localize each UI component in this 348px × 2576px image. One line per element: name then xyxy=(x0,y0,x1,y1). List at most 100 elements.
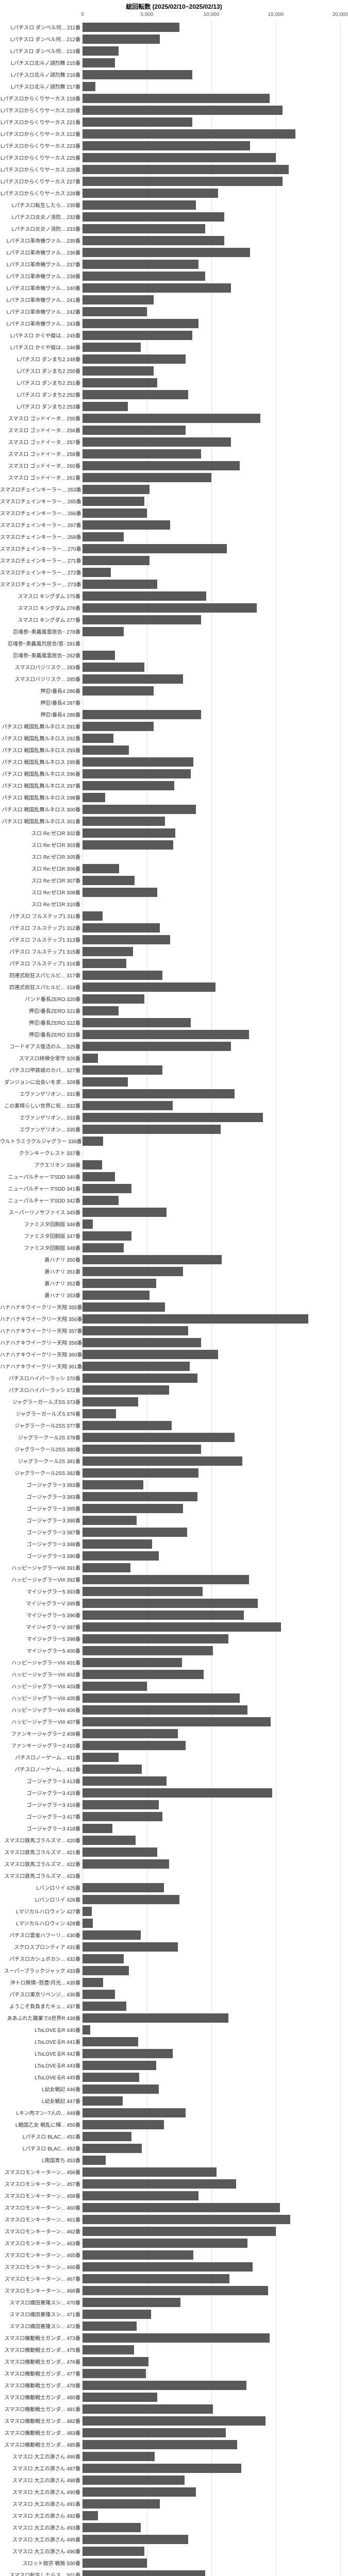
bar xyxy=(82,710,201,719)
bar xyxy=(82,1468,198,1478)
bar xyxy=(82,2381,246,2390)
row-label: 押忍!番長4 288番 xyxy=(0,710,82,718)
bar xyxy=(82,485,150,494)
row-label: クランキークレスト 337番 xyxy=(0,1149,82,1157)
row-label: スロ Re:ゼロR 303番 xyxy=(0,841,82,849)
x-tick-label: 5,000 xyxy=(140,12,153,18)
chart-row: Lマジカルハロウィン 427番 xyxy=(82,1905,340,1917)
row-label: パチスロ甲鉄城のカバ... 327番 xyxy=(0,1066,82,1074)
row-label: スーパーリノサファイス 345番 xyxy=(0,1208,82,1216)
chart-row: Lパチスロ北斗ノ湖烈舞 216番 xyxy=(82,69,340,80)
row-label: ジャグラークール2SS 380番 xyxy=(0,1445,82,1453)
x-tick-label: 10,000 xyxy=(204,12,220,18)
bar xyxy=(82,1705,247,1715)
row-label: スマスロ 大工の源さん 495番 xyxy=(0,2535,82,2543)
bar xyxy=(82,876,135,885)
chart-row: Lパチスロ ダンまち2 251番 xyxy=(82,377,340,388)
chart-row: スマスロチェインキーラー... 265番 xyxy=(82,495,340,507)
row-label: スマスロバジリスク... 283番 xyxy=(0,663,82,671)
row-label: パチスロカシュボカシ... 432番 xyxy=(0,1955,82,1962)
row-label: パチスロ雲雀ハフーリ... 430番 xyxy=(0,1931,82,1939)
chart-row: パチスロ 戦国乱舞ルネロス 301番 xyxy=(82,815,340,827)
row-label: スマスロモンキーターン... 466番 xyxy=(0,2263,82,2270)
bar xyxy=(82,58,115,67)
chart-row: Lパチスロ北斗ノ湖烈舞 215番 xyxy=(82,57,340,69)
chart-row: エヴァンゲリオン... 331番 xyxy=(82,1088,340,1099)
bar xyxy=(82,544,227,553)
chart-row: ジャグラークール2SS 382番 xyxy=(82,1467,340,1479)
row-label: マイジャグラー5 393番 xyxy=(0,1587,82,1595)
bar xyxy=(82,82,95,91)
bar xyxy=(82,2345,134,2354)
bar xyxy=(82,1492,197,1501)
chart-row: Lパチスロからくりサーカス 223番 xyxy=(82,140,340,151)
chart-row: 押忍!番長ZERO 323番 xyxy=(82,1028,340,1040)
row-label: スマスロモンキーターン... 467番 xyxy=(0,2275,82,2282)
row-label: マイジャグラーV 397番 xyxy=(0,1623,82,1631)
bar xyxy=(82,1042,231,1051)
bar xyxy=(82,307,147,316)
bar xyxy=(82,651,115,660)
chart-row: スマスロ鉄馬ゴラルズマ... 422番 xyxy=(82,1858,340,1870)
row-label: Lパチスロ かぐや姫は... 246番 xyxy=(0,343,82,351)
chart-row: ゴージャグラー3 387番 xyxy=(82,1526,340,1538)
bar xyxy=(82,153,276,162)
bar xyxy=(82,35,160,44)
chart-row: スマスロモンキーターン... 458番 xyxy=(82,2190,340,2201)
chart-row: Lマジカルハロウィン 428番 xyxy=(82,1917,340,1929)
chart-row: スマスロ キングダム 277番 xyxy=(82,614,340,625)
chart-row: 押忍!番長ZERO 322番 xyxy=(82,1016,340,1028)
row-label: 沖トロ無情~怒豊!月光... 435番 xyxy=(0,1978,82,1986)
row-label: Lパチスロ ダンベル何... 212番 xyxy=(0,35,82,43)
row-label: Lパチスロ革命機ヴァル... 237番 xyxy=(0,260,82,268)
bar xyxy=(82,319,198,328)
chart-row: スマスロモンキーターン... 468番 xyxy=(82,2284,340,2296)
chart-row: スロ Re:ゼロR 303番 xyxy=(82,839,340,851)
row-label: Lパチスロ革命機ヴァル... 236番 xyxy=(0,248,82,256)
row-label: Lパチスロ ダンまち2 250番 xyxy=(0,367,82,375)
bar xyxy=(82,2049,173,2058)
row-label: マイジャグラー5 400番 xyxy=(0,1647,82,1654)
bar xyxy=(82,1314,308,1324)
bar xyxy=(82,295,154,304)
chart-row: パチスロ フルステップ1 313番 xyxy=(82,934,340,945)
chart-row: パチスロノーゲーム... 411番 xyxy=(82,1751,340,1763)
row-label: ゴージャグラー3 416番 xyxy=(0,1801,82,1808)
row-label: アクエリオン 338番 xyxy=(0,1161,82,1168)
bar xyxy=(82,1859,169,1869)
bar xyxy=(82,177,283,186)
bar xyxy=(82,2250,193,2260)
row-label: スマスロモンキーターン... 460番 xyxy=(0,2204,82,2211)
row-label: スマスロ機動戦士ガンダ... 482番 xyxy=(0,2417,82,2425)
row-label: Lパチスロ ダンまち2 252番 xyxy=(0,391,82,398)
bar xyxy=(82,402,128,411)
chart-row: 蒼ハナリ 353番 xyxy=(82,1289,340,1301)
chart-row: ファミスタ回胴版 346番 xyxy=(82,1218,340,1230)
row-label: Lパチスロ ダンベル何... 211番 xyxy=(0,23,82,31)
row-label: スマスロ キングダム 275番 xyxy=(0,592,82,600)
chart-row: スーパーリノサファイス 345番 xyxy=(82,1206,340,1218)
row-label: ジャグラーガールズS 376番 xyxy=(0,1410,82,1417)
bar xyxy=(82,817,165,826)
row-label: Lパチスロからくりサーカス 226番 xyxy=(0,165,82,173)
bar xyxy=(82,509,147,518)
row-label: ゴージャグラー3 413番 xyxy=(0,1777,82,1785)
row-label: スマスロ 大工の源さん 492番 xyxy=(0,2512,82,2519)
bar xyxy=(82,354,186,364)
row-label: ハッピージャグラーVIII 401番 xyxy=(0,1658,82,1666)
row-label: LToLOVEるR 445番 xyxy=(0,2073,82,2081)
row-label: Lパチスロからくりサーカス 221番 xyxy=(0,118,82,126)
bar xyxy=(82,1741,186,1750)
chart-row: スマスロチェインキーラー... 273番 xyxy=(82,578,340,590)
chart-row: スマスロチェインキーラー... 272番 xyxy=(82,566,340,578)
chart-row: スマスロ織田憲隆スシ... 470番 xyxy=(82,2296,340,2308)
row-label: スマスロ鉄馬ゴラルズマ... 423番 xyxy=(0,1872,82,1879)
bar xyxy=(82,781,174,790)
chart-row: ニューパルチャーマSDD 342番 xyxy=(82,1194,340,1206)
row-label: ゴージャグラー3 385番 xyxy=(0,1504,82,1512)
row-label: Lパチスロ BLAC... 452番 xyxy=(0,2144,82,2152)
bar xyxy=(82,1113,263,1122)
bar xyxy=(82,2428,226,2437)
chart-row: Lパチスロからくりサーカス 226番 xyxy=(82,163,340,175)
row-label: L幼女戦記 447番 xyxy=(0,2097,82,2105)
